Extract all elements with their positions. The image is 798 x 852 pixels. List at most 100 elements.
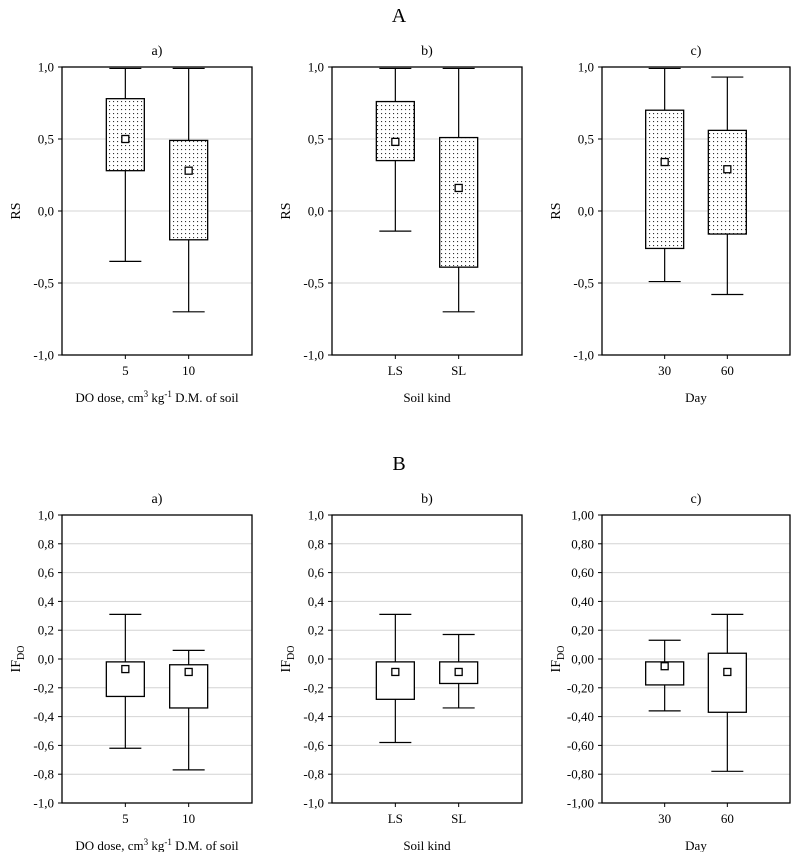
- y-tick-label: 0,80: [571, 536, 594, 551]
- box-body: [375, 100, 415, 162]
- y-tick-label: 0,6: [38, 565, 55, 580]
- panel-title: a): [152, 492, 163, 507]
- box-body: [105, 98, 145, 172]
- y-tick-label: -0,20: [567, 680, 594, 695]
- median-marker: [121, 134, 130, 144]
- median-marker: [121, 664, 130, 674]
- box-60: [707, 613, 747, 772]
- x-tick-label: 5: [122, 363, 129, 378]
- y-tick-label: 1,00: [571, 508, 594, 523]
- box-5: [105, 67, 145, 262]
- y-tick-label: -0,5: [303, 276, 324, 291]
- box-SL: [439, 67, 479, 313]
- panel-b-a: 1,0 0,8 0,6 0,4 0,2 0,0 -0,2 -0,4 -0,6 -0,8 -1,0 5 1…: [9, 492, 253, 852]
- y-tick-label: 0,60: [571, 565, 594, 580]
- y-tick-label: -0,6: [33, 738, 54, 753]
- box-body: [439, 136, 479, 268]
- box-body: [707, 129, 747, 235]
- median-marker: [454, 667, 463, 677]
- y-tick-label: 0,5: [38, 132, 54, 147]
- y-tick-label: 0,0: [38, 204, 54, 219]
- y-tick-label: 0,0: [308, 204, 324, 219]
- y-tick-label: 0,20: [571, 623, 594, 638]
- y-tick-label: -1,0: [33, 348, 54, 363]
- y-tick-label: -0,6: [303, 738, 324, 753]
- x-tick-label: SL: [451, 811, 466, 826]
- y-tick-label: -0,8: [33, 767, 54, 782]
- box-10: [169, 649, 209, 771]
- panel-title: c): [691, 492, 702, 507]
- box-30: [645, 639, 685, 712]
- x-tick-label: 5: [122, 811, 129, 826]
- y-tick-label: 0,5: [578, 132, 594, 147]
- chart-panels: 1,0 0,5 0,0 -0,5 -1,0 5 10 a) DO dose, cm3 kg-1 …: [9, 44, 791, 852]
- y-tick-label: 0,00: [571, 652, 594, 667]
- y-tick-label: -0,2: [33, 680, 54, 695]
- y-tick-label: 1,0: [308, 508, 324, 523]
- median-marker: [391, 667, 400, 677]
- y-tick-label: -0,5: [33, 276, 54, 291]
- y-tick-label: 0,0: [578, 204, 594, 219]
- box-SL: [439, 633, 479, 709]
- box-body: [375, 661, 415, 700]
- box-60: [707, 76, 747, 296]
- y-tick-label: -1,0: [303, 348, 324, 363]
- median-marker: [184, 667, 193, 677]
- y-tick-label: -1,00: [567, 796, 594, 811]
- x-tick-label: 60: [721, 811, 734, 826]
- section-label-b: B: [392, 453, 405, 475]
- x-axis-label: Soil kind: [403, 390, 451, 405]
- y-tick-label: -0,40: [567, 709, 594, 724]
- y-tick-label: 0,6: [308, 565, 325, 580]
- panel-a-a: 1,0 0,5 0,0 -0,5 -1,0 5 10 a) DO dose, cm3 kg-1 …: [9, 44, 253, 405]
- panel-title: c): [691, 44, 702, 59]
- x-axis-label: Soil kind: [403, 838, 451, 852]
- y-tick-label: 0,8: [38, 536, 54, 551]
- box-body: [645, 661, 685, 686]
- y-tick-label: 0,2: [308, 623, 324, 638]
- median-marker: [184, 166, 193, 175]
- x-tick-label: 10: [182, 811, 195, 826]
- panel-title: b): [421, 492, 433, 507]
- box-LS: [375, 67, 415, 232]
- y-tick-label: -1,0: [573, 348, 594, 363]
- panel-title: b): [421, 44, 433, 59]
- median-marker: [723, 667, 732, 677]
- y-tick-label: 0,2: [38, 623, 54, 638]
- box-body: [645, 109, 685, 250]
- box-5: [105, 613, 145, 749]
- y-axis-label: IFDO: [549, 646, 567, 673]
- median-marker: [723, 165, 732, 174]
- median-marker: [391, 137, 400, 147]
- y-axis-label: RS: [279, 202, 294, 219]
- panel-a-c: 1,0 0,5 0,0 -0,5 -1,0 30 60 c) Day RS: [549, 44, 791, 405]
- x-axis-label: DO dose, cm3 kg-1 D.M. of soil: [75, 389, 239, 405]
- x-tick-label: LS: [388, 811, 403, 826]
- x-axis-label: Day: [685, 390, 707, 405]
- y-tick-label: 1,0: [38, 508, 54, 523]
- panel-title: a): [152, 44, 163, 59]
- y-tick-label: 1,0: [578, 60, 594, 75]
- y-tick-label: 0,4: [308, 594, 325, 609]
- y-tick-label: 0,4: [38, 594, 55, 609]
- panel-b-b: 1,0 0,8 0,6 0,4 0,2 0,0 -0,2 -0,4 -0,6 -0,8 -1,0 LS…: [279, 492, 523, 852]
- y-tick-label: -0,8: [303, 767, 324, 782]
- y-tick-label: 1,0: [308, 60, 324, 75]
- median-marker: [660, 157, 669, 167]
- y-tick-label: 0,0: [38, 652, 54, 667]
- x-tick-label: 30: [658, 811, 671, 826]
- y-tick-label: -1,0: [303, 796, 324, 811]
- panel-a-b: 1,0 0,5 0,0 -0,5 -1,0 LS SL b) Soil kind RS: [279, 44, 523, 405]
- y-tick-label: -0,4: [33, 709, 54, 724]
- y-axis-label: RS: [549, 202, 564, 219]
- y-tick-label: -0,4: [303, 709, 324, 724]
- y-tick-label: -0,2: [303, 680, 324, 695]
- y-tick-label: 0,8: [308, 536, 324, 551]
- box-body: [169, 139, 209, 241]
- y-axis-label: IFDO: [279, 646, 297, 673]
- y-tick-label: 0,0: [308, 652, 324, 667]
- y-axis-label: RS: [9, 202, 24, 219]
- y-axis-label: IFDO: [9, 646, 27, 673]
- y-tick-label: -0,80: [567, 767, 594, 782]
